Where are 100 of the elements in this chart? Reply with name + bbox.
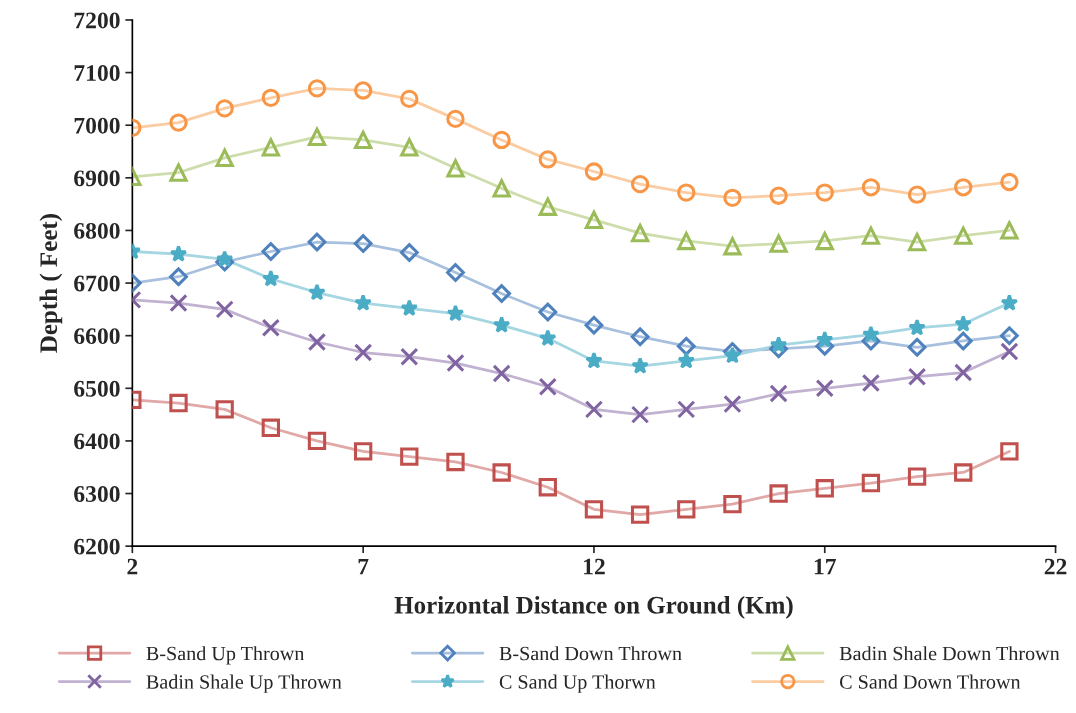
point: [353, 81, 373, 100]
point: [954, 463, 973, 482]
point: [769, 335, 788, 353]
y-tick-label: 7000: [74, 117, 120, 134]
point: [769, 384, 788, 403]
point: [630, 505, 650, 524]
legend-label: Badin Shale Up Thrown: [146, 674, 342, 693]
point: [954, 226, 973, 245]
point: [861, 178, 881, 197]
point: [815, 479, 834, 498]
point: [907, 467, 927, 486]
point: [1000, 293, 1019, 311]
point: [1000, 221, 1019, 240]
y-axis-title: Depth ( Feet): [39, 214, 63, 353]
point: [353, 343, 373, 362]
point: [723, 237, 742, 256]
x-tick-label: 12: [584, 558, 605, 575]
point: [261, 138, 280, 157]
point: [446, 304, 465, 322]
point: [585, 351, 603, 369]
point: [676, 336, 696, 356]
x-tick-label: 7: [358, 558, 369, 575]
point: [307, 431, 327, 451]
y-tick-label: 6400: [74, 433, 120, 450]
point: [354, 293, 372, 311]
point: [215, 250, 234, 268]
point: [169, 113, 188, 132]
y-tick-label: 6600: [74, 328, 120, 345]
point: [261, 242, 281, 261]
point: [538, 150, 557, 169]
point: [1000, 442, 1019, 461]
point: [400, 138, 419, 157]
point: [630, 327, 650, 347]
point: [261, 88, 280, 108]
point: [815, 330, 834, 348]
point: [584, 210, 604, 230]
point: [446, 109, 465, 129]
point: [584, 162, 604, 181]
point: [677, 500, 696, 519]
x-axis-title: Horizontal Distance on Ground (Km): [394, 596, 793, 619]
point: [538, 377, 557, 396]
point: [169, 393, 188, 413]
point: [539, 329, 557, 347]
point: [307, 127, 327, 146]
point: [307, 232, 327, 252]
point: [307, 79, 327, 98]
point: [492, 130, 511, 150]
point: [353, 442, 373, 461]
y-tick-label: 7100: [74, 65, 120, 82]
point: [400, 299, 419, 317]
point: [907, 185, 927, 204]
point: [677, 231, 696, 251]
point: [400, 89, 419, 109]
point: [861, 224, 881, 245]
point: [723, 188, 742, 207]
point: [446, 353, 465, 373]
point: [1000, 172, 1019, 192]
point: [815, 379, 834, 398]
point: [446, 452, 465, 472]
point: [584, 315, 604, 335]
point: [261, 318, 280, 337]
point: [1000, 342, 1019, 361]
point: [308, 283, 326, 301]
point: [861, 473, 881, 493]
point: [1000, 326, 1019, 346]
point: [492, 364, 511, 383]
point: [538, 478, 557, 497]
point: [861, 373, 881, 393]
point: [723, 394, 742, 414]
point: [492, 179, 511, 198]
point: [353, 234, 373, 253]
point: [492, 315, 511, 333]
point: [907, 232, 927, 252]
point: [907, 337, 927, 357]
point: [446, 263, 465, 282]
legend-label: C Sand Up Thorwn: [499, 674, 656, 693]
point: [584, 500, 604, 519]
point: [215, 148, 234, 167]
y-tick-label: 6200: [74, 538, 120, 555]
point: [769, 186, 788, 205]
point: [723, 494, 742, 514]
point: [862, 325, 880, 343]
x-tick-label: 22: [1044, 558, 1067, 575]
x-tick-label: 17: [814, 558, 836, 575]
point: [169, 293, 188, 313]
point: [954, 178, 973, 197]
y-tick-label: 6500: [74, 380, 120, 397]
point: [630, 223, 650, 243]
point: [677, 400, 696, 419]
point: [630, 405, 650, 424]
y-tick-label: 6300: [74, 486, 120, 502]
point: [538, 302, 558, 322]
y-tick-label: 6700: [74, 275, 120, 292]
point: [815, 231, 834, 251]
point: [723, 346, 742, 364]
point: [169, 267, 188, 287]
point: [677, 351, 696, 369]
point: [769, 234, 788, 253]
point: [631, 357, 649, 374]
point: [353, 130, 373, 150]
